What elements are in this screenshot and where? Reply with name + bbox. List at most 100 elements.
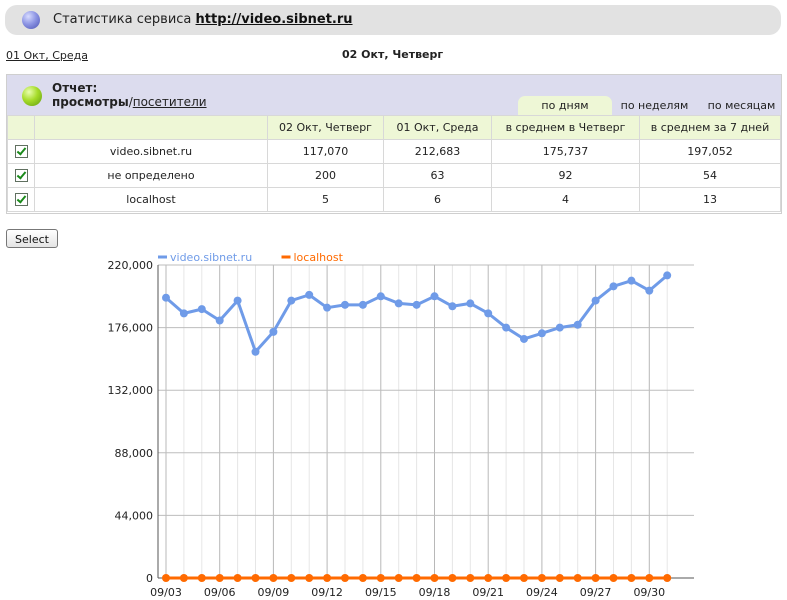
- legend-label: localhost: [294, 251, 344, 264]
- row-value: 92: [491, 163, 640, 188]
- data-point: [287, 296, 296, 305]
- row-checkbox-cell: [7, 163, 35, 188]
- data-point: [376, 292, 385, 301]
- row-value: 117,070: [267, 139, 384, 164]
- data-point: [537, 573, 546, 582]
- y-tick-label: 132,000: [108, 384, 154, 397]
- row-checkbox[interactable]: [14, 145, 28, 159]
- data-point: [376, 573, 385, 582]
- data-point: [358, 573, 367, 582]
- row-checkbox[interactable]: [14, 193, 28, 207]
- data-point: [233, 573, 242, 582]
- header-col-avg-weekday: в среднем в Четверг: [491, 115, 640, 140]
- data-point: [233, 296, 242, 305]
- table-row: не определено 200 63 92 54: [7, 163, 781, 188]
- table-header-row: 02 Окт, Четверг 01 Окт, Среда в среднем …: [7, 115, 781, 140]
- current-date: 02 Окт, Четверг: [342, 48, 444, 61]
- table-row: localhost 5 6 4 13: [7, 187, 781, 212]
- tab-by-days[interactable]: по дням: [518, 96, 612, 115]
- data-point: [502, 573, 511, 582]
- traffic-chart: 0 44,000 88,000 132,000 176,000 220,000 09/03 0…: [108, 251, 694, 599]
- metric-views: просмотры: [52, 95, 129, 109]
- header-col-today: 02 Окт, Четверг: [267, 115, 384, 140]
- data-point: [251, 347, 260, 356]
- data-point: [323, 303, 332, 312]
- header-col-avg-7days: в среднем за 7 дней: [639, 115, 781, 140]
- data-point: [251, 573, 260, 582]
- row-value: 13: [639, 187, 781, 212]
- row-checkbox[interactable]: [14, 169, 28, 183]
- data-point: [627, 573, 636, 582]
- data-point: [430, 292, 439, 301]
- data-point: [269, 573, 278, 582]
- data-point: [466, 573, 475, 582]
- data-point: [466, 299, 475, 308]
- data-point: [323, 573, 332, 582]
- data-point: [520, 334, 528, 343]
- metric-separator: /: [128, 95, 133, 109]
- row-value: 4: [491, 187, 640, 212]
- metric-visitors-link[interactable]: посетители: [132, 95, 207, 109]
- data-point: [215, 316, 224, 325]
- row-name: video.sibnet.ru: [34, 139, 268, 164]
- data-point: [269, 327, 278, 336]
- data-point: [627, 276, 636, 285]
- legend-label: video.sibnet.ru: [170, 251, 252, 264]
- data-point: [555, 573, 564, 582]
- tab-by-weeks[interactable]: по неделям: [620, 99, 689, 112]
- blue-ball-icon: [22, 11, 40, 29]
- data-point: [645, 573, 654, 582]
- metric-switch: просмотры/посетители: [52, 95, 207, 109]
- data-point: [520, 573, 528, 582]
- data-point: [448, 302, 457, 311]
- row-checkbox-cell: [7, 139, 35, 164]
- table-row: video.sibnet.ru 117,070 212,683 175,737 …: [7, 139, 781, 164]
- y-tick-label: 176,000: [108, 322, 154, 335]
- y-tick-label: 44,000: [115, 509, 154, 522]
- data-point: [341, 300, 349, 309]
- x-tick-label: 09/12: [311, 586, 343, 599]
- x-tick-label: 09/24: [526, 586, 558, 599]
- tab-by-months[interactable]: по месяцам: [707, 99, 776, 112]
- data-point: [484, 573, 493, 582]
- row-value: 5: [267, 187, 384, 212]
- data-point: [645, 286, 654, 295]
- data-point: [394, 299, 403, 308]
- x-tick-label: 09/27: [580, 586, 612, 599]
- x-tick-label: 09/30: [633, 586, 665, 599]
- data-point: [358, 300, 367, 309]
- prev-date-link[interactable]: 01 Окт, Среда: [6, 49, 88, 62]
- y-tick-label: 88,000: [115, 447, 154, 460]
- data-point: [197, 305, 206, 314]
- data-point: [502, 323, 511, 332]
- data-point: [484, 309, 493, 318]
- report-title: Отчет:: [52, 81, 98, 95]
- select-button[interactable]: Select: [6, 229, 58, 248]
- data-point: [215, 573, 224, 582]
- data-point: [663, 573, 672, 582]
- row-name: не определено: [34, 163, 268, 188]
- data-point: [609, 573, 618, 582]
- data-point: [394, 573, 403, 582]
- service-link[interactable]: http://video.sibnet.ru: [195, 12, 353, 27]
- row-name: localhost: [34, 187, 268, 212]
- service-title: Статистика сервиса http://video.sibnet.r…: [53, 12, 353, 27]
- data-point: [197, 573, 206, 582]
- service-header: Статистика сервиса http://video.sibnet.r…: [5, 5, 781, 35]
- data-point: [537, 329, 546, 338]
- report-panel: Отчет: просмотры/посетители по дням по н…: [6, 74, 782, 214]
- service-title-prefix: Статистика сервиса: [53, 12, 192, 27]
- row-value: 63: [383, 163, 492, 188]
- header-col-yesterday: 01 Окт, Среда: [383, 115, 492, 140]
- y-tick-label: 0: [146, 572, 153, 585]
- data-point: [430, 573, 439, 582]
- row-value: 54: [639, 163, 781, 188]
- data-point: [305, 573, 314, 582]
- x-tick-label: 09/09: [258, 586, 290, 599]
- data-point: [179, 309, 188, 318]
- data-point: [412, 300, 421, 309]
- data-point: [287, 573, 296, 582]
- row-value: 212,683: [383, 139, 492, 164]
- data-point: [162, 573, 170, 582]
- data-point: [555, 323, 564, 332]
